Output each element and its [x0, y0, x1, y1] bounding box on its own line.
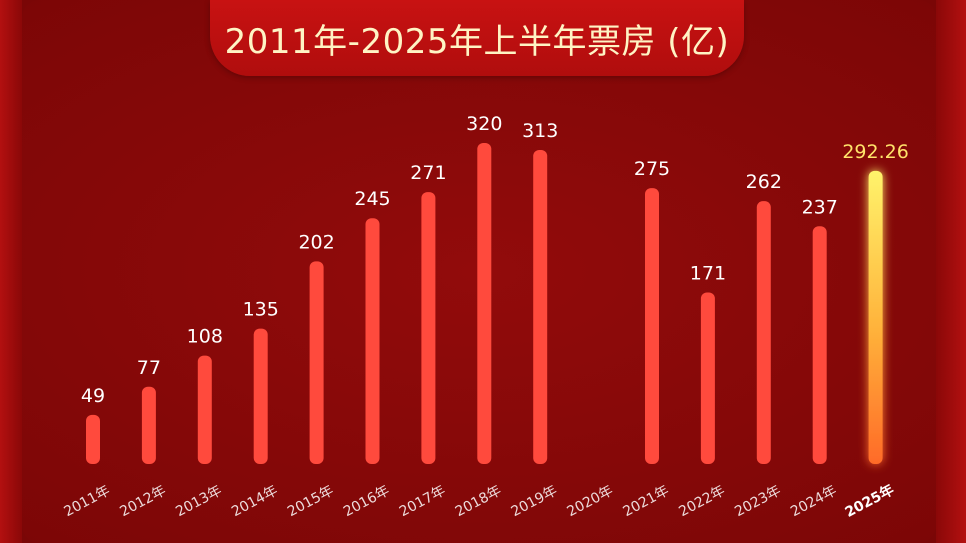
category-label-6: 2016年	[341, 483, 392, 520]
value-label-2: 77	[137, 357, 161, 379]
value-label-3: 108	[187, 326, 223, 348]
category-label-4: 2014年	[229, 483, 280, 520]
bar-8	[477, 143, 492, 464]
value-label-5: 202	[298, 231, 334, 253]
value-label-7: 271	[410, 162, 446, 184]
bar-15	[868, 170, 883, 464]
value-label-9: 313	[522, 120, 558, 142]
category-label-14: 2024年	[788, 483, 839, 520]
bar-3	[197, 355, 212, 464]
value-label-1: 49	[81, 385, 105, 407]
category-label-1: 2011年	[61, 483, 112, 520]
value-label-4: 135	[243, 299, 279, 321]
category-labels-group: 2011年 2012年 2013年 2014年 2015年 2016年 2017年 2018年…	[61, 481, 896, 521]
value-label-6: 245	[354, 188, 390, 210]
bar-12	[700, 292, 715, 464]
category-label-13: 2023年	[732, 483, 783, 520]
bars-group	[86, 143, 883, 464]
category-label-2: 2012年	[117, 483, 168, 520]
category-label-12: 2022年	[676, 483, 727, 520]
category-label-15: 2025年	[842, 481, 897, 521]
bar-13	[756, 201, 771, 464]
category-label-5: 2015年	[285, 483, 336, 520]
category-label-8: 2018年	[453, 483, 504, 520]
value-label-13: 262	[746, 171, 782, 193]
value-label-15: 292.26	[842, 141, 908, 163]
bar-11	[645, 188, 659, 464]
bar-5	[309, 261, 324, 464]
value-labels-group: 49 77 108 135 202 245 271 320 313 275 171 262 237 292…	[81, 113, 909, 407]
category-label-11: 2021年	[620, 483, 671, 520]
value-label-12: 171	[690, 262, 726, 284]
bar-9	[533, 150, 548, 464]
category-label-7: 2017年	[397, 483, 448, 520]
value-label-11: 275	[634, 158, 670, 180]
bar-6	[365, 218, 380, 464]
bar-2	[141, 386, 156, 464]
title-banner: 2011年-2025年上半年票房 (亿)	[210, 0, 744, 76]
bar-4	[253, 328, 268, 464]
bar-7	[421, 192, 436, 464]
value-label-14: 237	[802, 196, 838, 218]
category-label-3: 2013年	[173, 483, 224, 520]
chart-title: 2011年-2025年上半年票房 (亿)	[224, 22, 730, 62]
value-label-8: 320	[466, 113, 502, 135]
bar-14	[812, 226, 827, 464]
category-label-9: 2019年	[509, 483, 560, 520]
category-label-10: 2020年	[565, 483, 616, 520]
bar-1	[86, 414, 100, 464]
